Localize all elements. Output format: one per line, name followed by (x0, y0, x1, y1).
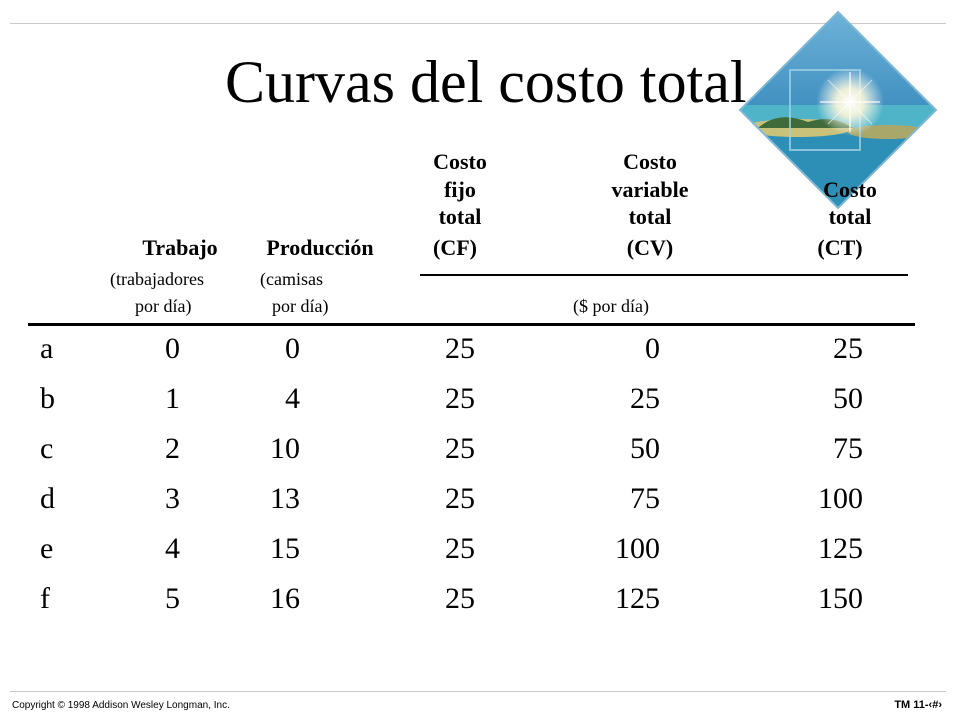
ct-cell: 150 (818, 582, 863, 615)
produccion-cell: 16 (270, 582, 300, 615)
produccion-cell: 15 (270, 532, 300, 565)
cf-cell: 25 (445, 432, 475, 465)
trabajo-cell: 3 (165, 482, 180, 515)
cv-cell: 100 (615, 532, 660, 565)
copyright-text: Copyright © 1998 Addison Wesley Longman,… (12, 700, 230, 711)
trabajo-cell: 2 (165, 432, 180, 465)
trabajo-cell: 4 (165, 532, 180, 565)
cv-cell: 0 (645, 332, 660, 365)
row-letter: d (40, 482, 55, 515)
cv-cell: 75 (630, 482, 660, 515)
ct-cell: 50 (833, 382, 863, 415)
trabajo-cell: 0 (165, 332, 180, 365)
produccion-subheader-line1: (camisas (260, 269, 323, 289)
table-header-rule (28, 323, 915, 326)
tropical-island-diamond-icon (738, 10, 938, 210)
table-row: e 4 15 25 100 125 (0, 534, 960, 574)
cf-cell: 25 (445, 582, 475, 615)
trabajo-header: Trabajo (142, 235, 218, 260)
table-row: c 2 10 25 50 75 (0, 434, 960, 474)
table-row: a 0 0 25 0 25 (0, 334, 960, 374)
produccion-cell: 13 (270, 482, 300, 515)
trabajo-cell: 1 (165, 382, 180, 415)
ct-header-line1: Costo (823, 177, 877, 202)
produccion-cell: 10 (270, 432, 300, 465)
cf-header-line1: Costo (433, 149, 487, 174)
ct-cell: 75 (833, 432, 863, 465)
footer-divider (10, 691, 946, 692)
produccion-cell: 4 (285, 382, 300, 415)
table-row: d 3 13 25 75 100 (0, 484, 960, 524)
trabajo-cell: 5 (165, 582, 180, 615)
cv-header-line3: total (628, 204, 672, 229)
slide-number: TM 11-‹#› (894, 699, 942, 711)
cv-cell: 25 (630, 382, 660, 415)
cf-header-line2: fijo (444, 177, 476, 202)
cf-header-line3: total (438, 204, 482, 229)
table-row: b 1 4 25 25 50 (0, 384, 960, 424)
ct-cell: 125 (818, 532, 863, 565)
cost-units-label: ($ por día) (573, 296, 649, 316)
produccion-cell: 0 (285, 332, 300, 365)
trabajo-subheader-line2: por día) (135, 296, 192, 316)
cv-header-line2: variable (611, 177, 689, 202)
produccion-subheader-line2: por día) (272, 296, 329, 316)
row-letter: f (40, 582, 50, 615)
cv-cell: 50 (630, 432, 660, 465)
row-letter: c (40, 432, 54, 465)
ct-cell: 100 (818, 482, 863, 515)
row-letter: e (40, 532, 54, 565)
slide-title: Curvas del costo total (225, 49, 747, 115)
ct-header-line2: total (828, 204, 872, 229)
cf-cell: 25 (445, 482, 475, 515)
table-row: f 5 16 25 125 150 (0, 584, 960, 624)
cost-header-rule (420, 274, 908, 276)
tropical-island-image (738, 10, 938, 210)
trabajo-subheader-line1: (trabajadores (110, 269, 204, 289)
produccion-header: Producción (266, 235, 374, 260)
cf-header-abbr: (CF) (433, 235, 477, 260)
ct-header-abbr: (CT) (817, 235, 863, 260)
cf-cell: 25 (445, 332, 475, 365)
ct-cell: 25 (833, 332, 863, 365)
top-divider (10, 23, 946, 24)
row-letter: a (40, 332, 54, 365)
row-letter: b (40, 382, 55, 415)
cf-cell: 25 (445, 382, 475, 415)
cv-cell: 125 (615, 582, 660, 615)
cv-header-abbr: (CV) (626, 235, 674, 260)
cf-cell: 25 (445, 532, 475, 565)
cv-header-line1: Costo (623, 149, 677, 174)
